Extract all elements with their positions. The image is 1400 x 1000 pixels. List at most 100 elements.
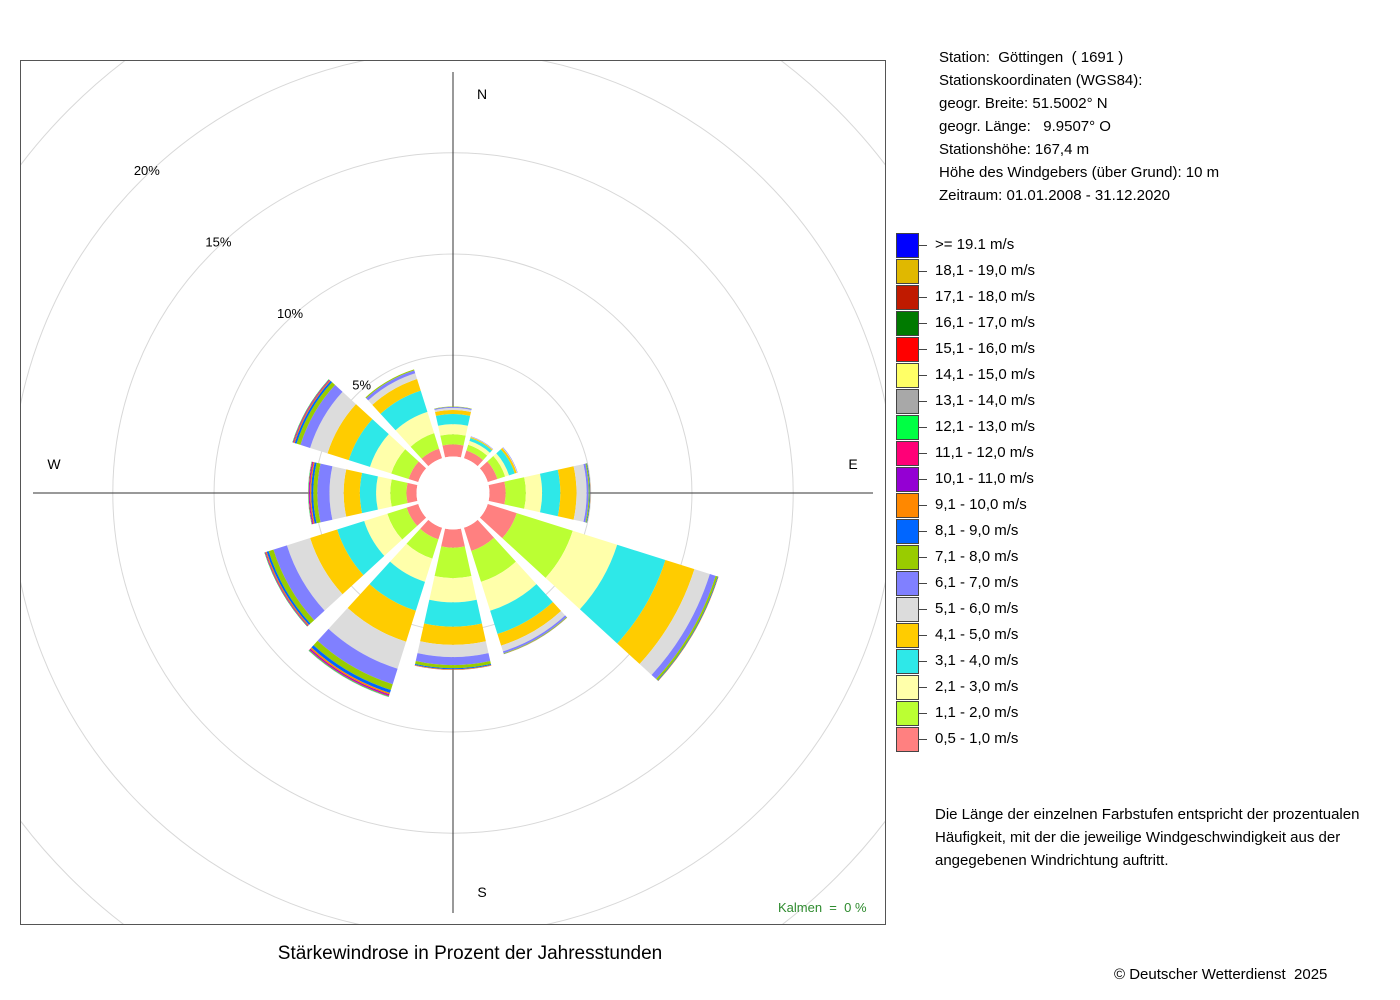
sector-segment xyxy=(651,573,716,680)
sector-segment xyxy=(391,449,419,479)
sector-segment xyxy=(557,466,577,520)
sector-w xyxy=(308,461,418,525)
legend-swatch xyxy=(896,363,919,388)
legend-label: 7,1 - 8,0 m/s xyxy=(935,548,1019,565)
sector-segment xyxy=(372,379,421,414)
sector-segment xyxy=(308,461,313,525)
sector-segment xyxy=(347,584,416,642)
station-info: Station: Göttingen ( 1691 ) Stationskoor… xyxy=(939,46,1219,207)
sector-segment xyxy=(286,538,343,611)
compass-label-s: S xyxy=(477,884,486,900)
sector-segment xyxy=(471,537,516,582)
sector-segment xyxy=(366,370,416,401)
sector-segment xyxy=(273,545,325,621)
sector-segment xyxy=(587,463,591,523)
sector-segment xyxy=(434,407,472,412)
sector-segment xyxy=(420,623,486,645)
center-hub xyxy=(416,456,490,530)
legend-label: 15,1 - 16,0 m/s xyxy=(935,340,1036,357)
sector-segment xyxy=(311,462,317,524)
sector-segment xyxy=(313,462,321,524)
legend-label: >= 19.1 m/s xyxy=(935,236,1015,253)
sector-ese xyxy=(479,503,719,682)
sector-segment xyxy=(368,373,418,405)
sector-segment xyxy=(496,449,515,476)
legend-tick xyxy=(919,427,927,428)
sector-segment xyxy=(524,473,543,513)
legend-swatch xyxy=(896,701,919,726)
sector-segment xyxy=(434,546,472,579)
sector-segment xyxy=(414,664,492,670)
sector-segment xyxy=(310,391,356,454)
sector-segment xyxy=(502,615,567,654)
sector-segment xyxy=(390,479,408,507)
legend-label: 6,1 - 7,0 m/s xyxy=(935,574,1019,591)
explanation-note: Die Länge der einzelnen Farbstufen entsp… xyxy=(935,803,1395,872)
sector-segment xyxy=(406,528,439,559)
sector-segment xyxy=(504,477,526,509)
sector-segment xyxy=(376,476,392,510)
legend-tick xyxy=(919,583,927,584)
legend-swatch xyxy=(896,441,919,466)
sector-segment xyxy=(328,607,407,669)
legend-tick xyxy=(919,661,927,662)
sector-segment xyxy=(440,434,466,446)
sector-segment xyxy=(583,463,589,523)
legend-swatch xyxy=(896,493,919,518)
sector-segment xyxy=(424,599,482,627)
sector-segment xyxy=(421,448,443,467)
compass-label-e: E xyxy=(848,456,857,472)
compass-label-n: N xyxy=(477,86,487,102)
legend-label: 3,1 - 4,0 m/s xyxy=(935,652,1019,669)
legend-tick xyxy=(919,739,927,740)
legend-tick xyxy=(919,505,927,506)
sector-segment xyxy=(369,434,406,474)
legend-tick xyxy=(919,687,927,688)
legend-label: 0,5 - 1,0 m/s xyxy=(935,730,1019,747)
legend-swatch xyxy=(896,545,919,570)
sector-segment xyxy=(500,447,517,474)
legend-swatch xyxy=(896,675,919,700)
sector-segment xyxy=(390,543,433,582)
legend-label: 10,1 - 11,0 m/s xyxy=(935,470,1034,487)
sector-segment xyxy=(310,462,315,524)
legend-swatch xyxy=(896,233,919,258)
legend-tick xyxy=(919,453,927,454)
sectors xyxy=(264,369,719,698)
sector-segment xyxy=(387,507,418,540)
sector-n xyxy=(434,406,472,458)
sector-segment xyxy=(429,576,477,603)
note-line-2: Häufigkeit, mit der die jeweilige Windge… xyxy=(935,829,1341,846)
ring-label: 15% xyxy=(205,234,231,249)
sector-ssw xyxy=(308,519,443,698)
legend-swatch xyxy=(896,259,919,284)
calm-label: Kalmen = 0 % xyxy=(778,900,867,915)
sector-wsw xyxy=(264,503,427,627)
legend-tick xyxy=(919,375,927,376)
legend-tick xyxy=(919,557,927,558)
legend-tick xyxy=(919,323,927,324)
station-line-period: Zeitraum: 01.01.2008 - 31.12.2020 xyxy=(939,187,1170,204)
sector-segment xyxy=(501,610,566,652)
sector-segment xyxy=(435,409,471,416)
legend-swatch xyxy=(896,337,919,362)
sector-segment xyxy=(468,440,490,456)
sector-segment xyxy=(369,561,425,611)
sector-segment xyxy=(348,419,389,467)
sector-segment xyxy=(300,384,343,448)
sector-segment xyxy=(479,503,517,539)
legend-label: 9,1 - 10,0 m/s xyxy=(935,496,1027,513)
copyright: © Deutscher Wetterdienst 2025 xyxy=(1114,966,1328,983)
sector-segment xyxy=(441,528,465,548)
sector-segment xyxy=(497,601,562,646)
station-line-name: Station: Göttingen ( 1691 ) xyxy=(939,49,1124,66)
sector-segment xyxy=(493,453,510,477)
sector-wnw xyxy=(292,379,427,483)
sector-segment xyxy=(266,551,311,626)
sector-segment xyxy=(481,561,537,611)
note-line-3: angegebenen Windrichtung auftritt. xyxy=(935,852,1169,869)
legend-tick xyxy=(919,531,927,532)
legend-label: 2,1 - 3,0 m/s xyxy=(935,678,1019,695)
sector-segment xyxy=(539,469,561,517)
